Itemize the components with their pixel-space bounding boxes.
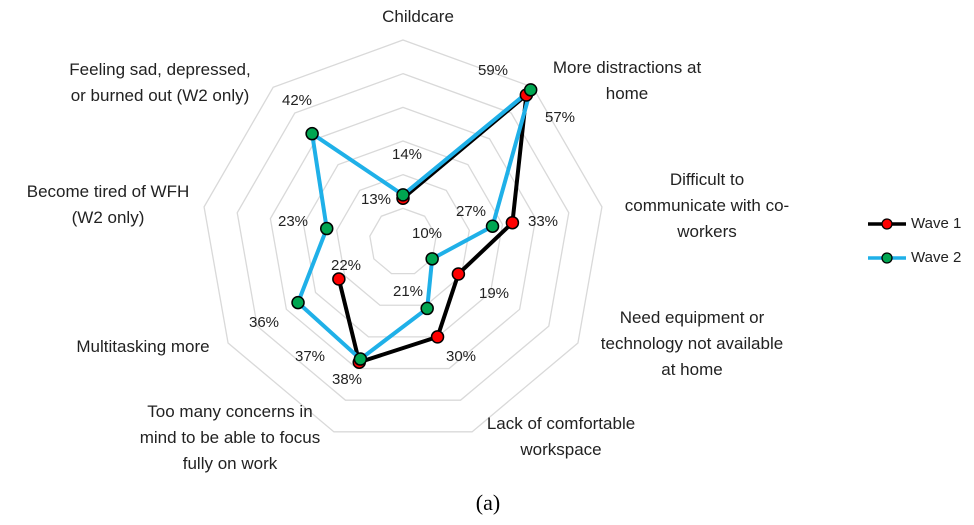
point: [353, 352, 368, 366]
category-label: Feeling sad, depressed, or burned out (W…: [69, 60, 251, 105]
value-label: 10%: [412, 225, 442, 242]
value-label: 57%: [545, 109, 575, 126]
legend-label: Wave 2: [911, 249, 961, 266]
value-label: 21%: [393, 283, 423, 300]
legend-marker: [881, 252, 893, 264]
value-label: 13%: [361, 191, 391, 208]
value-label: 30%: [446, 348, 476, 365]
category-label: Childcare: [382, 7, 454, 26]
legend-label: Wave 1: [911, 215, 961, 232]
point: [451, 267, 466, 281]
point: [305, 126, 319, 141]
grid-ring: [369, 207, 437, 275]
value-label: 36%: [249, 314, 279, 331]
grid-ring: [336, 173, 470, 306]
category-label: Lack of comfortable workspace: [486, 414, 636, 459]
value-label: 37%: [295, 348, 325, 365]
value-label: 14%: [392, 146, 422, 163]
point: [425, 252, 439, 266]
category-label: Too many concerns in mind to be able to …: [139, 402, 321, 473]
category-label: Become tired of WFH (W2 only): [26, 182, 190, 227]
point: [420, 301, 434, 316]
category-label: Need equipment or technology not availab…: [600, 308, 784, 379]
grid-ring: [203, 39, 603, 433]
value-label: 59%: [478, 62, 508, 79]
point: [523, 83, 538, 97]
value-label: 38%: [332, 371, 362, 388]
point: [332, 272, 346, 286]
grid-ring: [236, 72, 570, 401]
legend-marker: [881, 218, 893, 230]
value-label: 27%: [456, 203, 486, 220]
category-label: Multitasking more: [76, 337, 210, 356]
value-label: 22%: [331, 257, 361, 274]
value-label: 33%: [528, 213, 558, 230]
caption: (a): [475, 490, 501, 515]
category-label: More distractions at home: [552, 58, 702, 103]
grid-ring: [269, 106, 537, 370]
point: [396, 188, 410, 202]
point: [430, 330, 445, 344]
point: [319, 221, 334, 236]
value-label: 42%: [282, 92, 312, 109]
point: [505, 215, 520, 230]
point: [291, 295, 305, 310]
series-line: [296, 87, 533, 362]
category-label: Difficult to communicate with co- worker…: [624, 170, 790, 241]
value-label: 23%: [278, 213, 308, 230]
point: [485, 219, 500, 233]
value-label: 19%: [479, 285, 509, 302]
